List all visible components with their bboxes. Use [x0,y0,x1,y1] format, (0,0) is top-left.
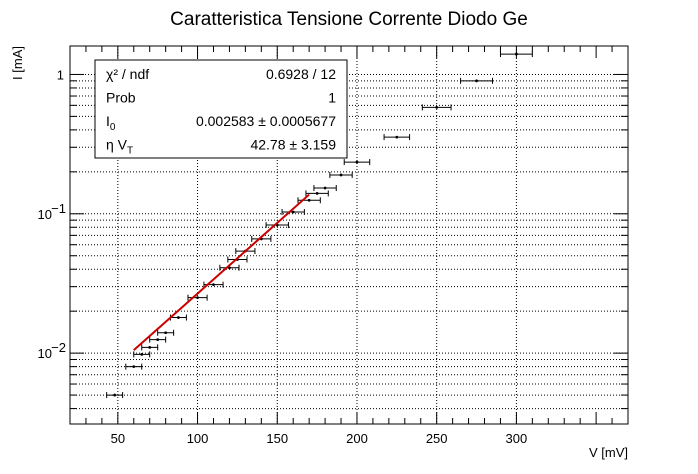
x-tick-label: 250 [426,431,448,446]
stat-value: 0.6928 / 12 [266,66,336,82]
marker [323,186,327,190]
data-point [281,208,305,215]
stats-box: χ² / ndf 0.6928 / 12 Prob 1 I0 0.002583 ± 0.0… [94,59,348,159]
marker [395,135,399,139]
marker [177,316,180,319]
x-tick-label: 300 [506,431,528,446]
marker [339,173,343,177]
marker [212,283,215,287]
x-tick-label: 200 [346,431,368,446]
marker [132,365,136,369]
stat-label-subscript: 0 [110,122,116,133]
y-axis-label: I [mA] [10,46,25,80]
chart-title: Caratteristica Tensione Corrente Diodo G… [170,9,528,30]
marker [315,192,319,195]
y-tick-label: 10 [38,346,52,361]
x-tick-label: 150 [266,431,288,446]
data-point [133,351,151,358]
marker [164,331,168,335]
data-point [219,264,240,271]
y-tick-label-exponent: −2 [51,340,66,355]
stat-label: χ² / ndf [106,66,149,82]
marker [515,52,518,56]
data-point [265,222,289,229]
marker [435,106,439,109]
data-point [187,294,208,301]
y-tick-label: 10 [38,207,52,222]
stat-label: I0 [106,113,116,133]
data-point [460,77,493,84]
stat-value: 0.002583 ± 0.0005677 [196,113,336,129]
x-axis: 50 100 150 200 250 300 [111,431,528,446]
data-point [141,344,159,351]
fit-line [133,193,310,351]
data-point [499,51,533,58]
marker [140,352,144,356]
stat-value: 42.78 ± 3.159 [250,137,336,153]
marker [156,338,160,342]
marker [355,160,359,164]
stat-label: Prob [106,90,136,106]
stat-label: η VT [106,137,133,157]
data-point [125,363,143,370]
data-point [149,336,167,343]
data-point [421,104,452,111]
marker [196,296,199,300]
y-tick-label-exponent: −1 [51,201,66,216]
marker [148,345,152,349]
data-point [106,392,124,399]
x-tick-label: 50 [111,431,125,446]
data-point [329,171,353,178]
data-point [313,185,337,192]
data-point [305,190,329,197]
marker [307,198,311,202]
stat-label-subscript: T [127,146,133,157]
y-tick-label: 1 [57,67,64,82]
x-tick-label: 100 [187,431,209,446]
data-point [343,159,371,166]
data-point [157,329,175,336]
axis-ticks [69,46,629,424]
marker [291,210,295,214]
marker [475,79,478,83]
x-axis-label: V [mV] [589,445,628,460]
data-point [383,134,411,141]
stat-value: 1 [328,90,336,106]
grid [70,46,628,424]
marker [113,393,117,397]
data-point [251,235,272,242]
